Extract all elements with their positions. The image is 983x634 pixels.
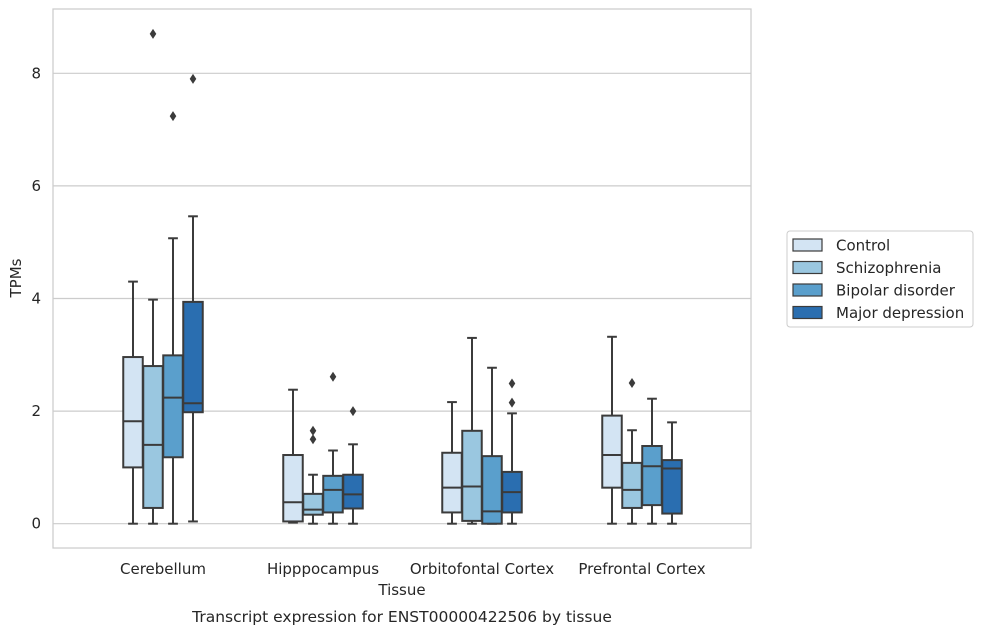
box — [481, 455, 503, 525]
y-tick-label: 8 — [31, 64, 41, 82]
box-group — [621, 377, 643, 525]
box — [601, 414, 623, 489]
legend-swatch — [792, 283, 823, 297]
box-group — [501, 378, 523, 525]
legend-swatch — [792, 238, 823, 252]
box-group — [641, 397, 663, 525]
box — [282, 454, 304, 523]
outlier-point — [628, 377, 636, 388]
x-tick-labels: Cerebellum Hipppocampus Orbitofontal Corte… — [120, 560, 706, 578]
box — [162, 354, 184, 459]
x-tick-label: Prefrontal Cortex — [578, 560, 705, 578]
legend-swatch — [792, 260, 823, 275]
legend-label: Bipolar disorder — [836, 282, 956, 300]
y-tick-labels: 0 2 4 6 8 — [31, 64, 41, 532]
x-tick-label: Hipppocampus — [267, 560, 379, 578]
box-group — [282, 388, 304, 524]
legend-entries: Control Schizophrenia Bipolar disorder Majo… — [792, 237, 964, 322]
box — [322, 474, 344, 514]
x-tick-label: Orbitofontal Cortex — [410, 560, 554, 578]
box-group — [182, 73, 204, 523]
outlier-point — [508, 397, 516, 408]
box — [661, 459, 683, 515]
box-group — [342, 406, 364, 525]
chart-caption: Transcript expression for ENST0000042250… — [191, 608, 612, 626]
legend-label: Control — [836, 237, 890, 255]
box — [461, 429, 483, 522]
box — [641, 445, 663, 507]
y-tick-label: 2 — [31, 402, 41, 420]
legend-frame — [786, 230, 974, 328]
outlier-point — [169, 111, 177, 122]
box — [621, 461, 643, 509]
box — [441, 451, 463, 514]
outlier-point — [329, 371, 337, 382]
outlier-point — [349, 406, 357, 417]
outlier-point — [309, 434, 317, 445]
legend-label: Major depression — [836, 304, 964, 322]
box-group — [601, 335, 623, 525]
box-group — [302, 425, 324, 525]
outlier-point — [149, 28, 157, 39]
box-group — [441, 401, 463, 525]
box-group — [461, 336, 483, 525]
legend-label: Schizophrenia — [836, 259, 941, 277]
legend: Control Schizophrenia Bipolar disorder Majo… — [786, 230, 974, 328]
x-axis-label: Tissue — [377, 581, 425, 599]
y-axis-label: TPMs — [7, 258, 25, 298]
box — [142, 365, 164, 509]
outlier-point — [189, 73, 197, 84]
box — [342, 473, 364, 510]
outlier-point — [309, 425, 317, 436]
box-group — [661, 421, 683, 525]
x-tick-label: Cerebellum — [120, 560, 206, 578]
box-group — [122, 280, 144, 525]
boxes — [122, 28, 683, 525]
box — [302, 492, 324, 516]
box — [182, 300, 204, 414]
y-tick-label: 0 — [31, 515, 41, 533]
y-tick-label: 6 — [31, 177, 41, 195]
legend-swatch — [792, 305, 823, 320]
outlier-point — [508, 378, 516, 389]
box — [122, 356, 144, 469]
y-tick-label: 4 — [31, 290, 41, 308]
